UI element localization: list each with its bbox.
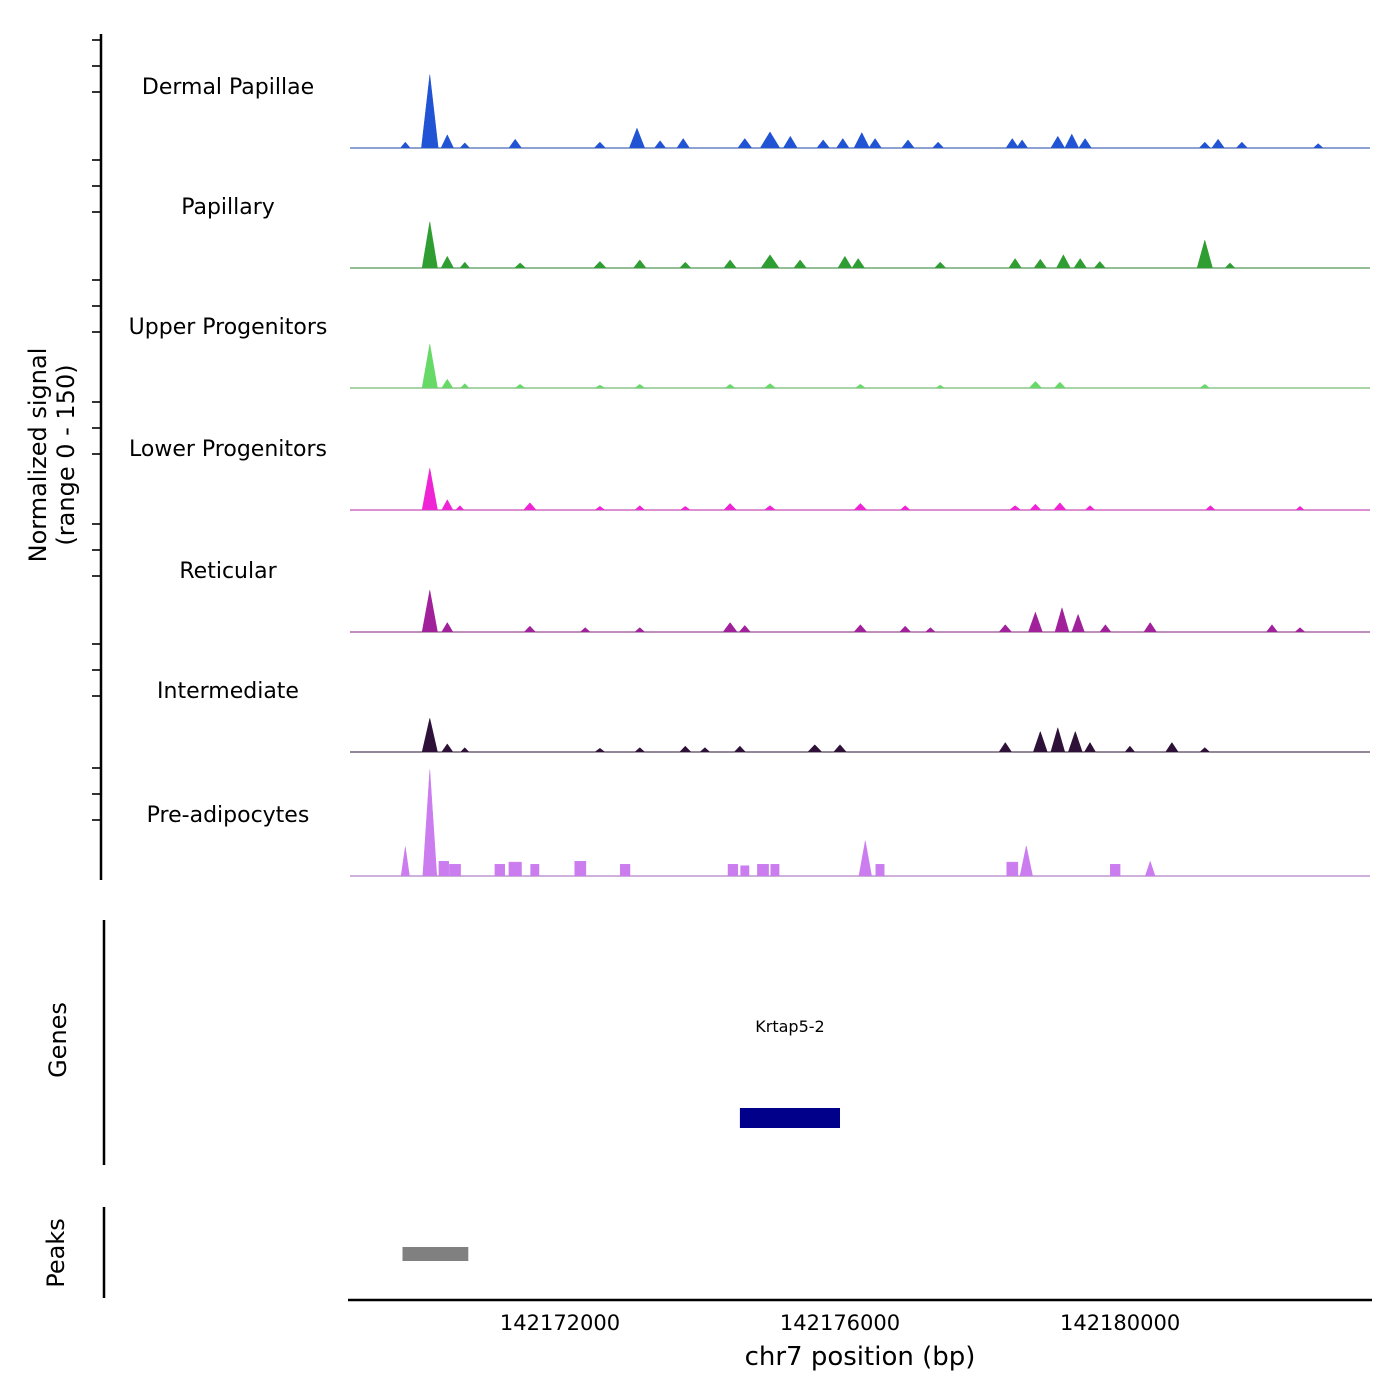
gene-body [739, 1108, 840, 1128]
x-axis: 142172000 142176000 142180000 [348, 1298, 1372, 1335]
x-axis-label: chr7 position (bp) [745, 1342, 976, 1372]
track-label: Dermal Papillae [142, 75, 314, 100]
x-tick-label: 142176000 [780, 1311, 900, 1335]
track-label: Papillary [181, 195, 275, 220]
signal-track-intermediate: Intermediate [157, 679, 1370, 753]
signal-track-pre-adipocytes: Pre-adipocytes [147, 769, 1370, 877]
signal-area [350, 590, 1370, 633]
track-label: Lower Progenitors [129, 437, 327, 462]
signal-track-lower-progenitors: Lower Progenitors [129, 437, 1370, 511]
y-axis-label-line1: Normalized signal [24, 348, 52, 563]
peaks-track [102, 1207, 469, 1298]
signal-area [350, 221, 1370, 269]
signal-area [350, 468, 1370, 511]
signal-tracks: Dermal Papillae Papillary Upper Progenitor… [129, 74, 1370, 877]
track-label: Reticular [179, 559, 277, 584]
y-axis-label-line2: (range 0 - 150) [52, 364, 80, 545]
signal-track-papillary: Papillary [181, 195, 1370, 269]
track-label: Upper Progenitors [129, 315, 328, 340]
signal-track-upper-progenitors: Upper Progenitors [129, 315, 1370, 389]
track-label: Pre-adipocytes [147, 803, 310, 828]
x-tick-label: 142172000 [500, 1311, 620, 1335]
signal-y-axis [92, 34, 103, 880]
signal-area [350, 769, 1370, 877]
signal-area [350, 343, 1370, 389]
genes-section-label: Genes [44, 1002, 72, 1078]
peaks-section-label: Peaks [42, 1218, 70, 1288]
genes-track: Krtap5-2 [102, 920, 840, 1165]
peak-region [402, 1247, 469, 1261]
x-tick-label: 142180000 [1060, 1311, 1180, 1335]
signal-track-dermal-papillae: Dermal Papillae [142, 74, 1370, 149]
signal-track-reticular: Reticular [179, 559, 1370, 633]
track-label: Intermediate [157, 679, 299, 704]
signal-area [350, 74, 1370, 149]
signal-area [350, 718, 1370, 753]
gene-name-label: Krtap5-2 [755, 1017, 824, 1036]
